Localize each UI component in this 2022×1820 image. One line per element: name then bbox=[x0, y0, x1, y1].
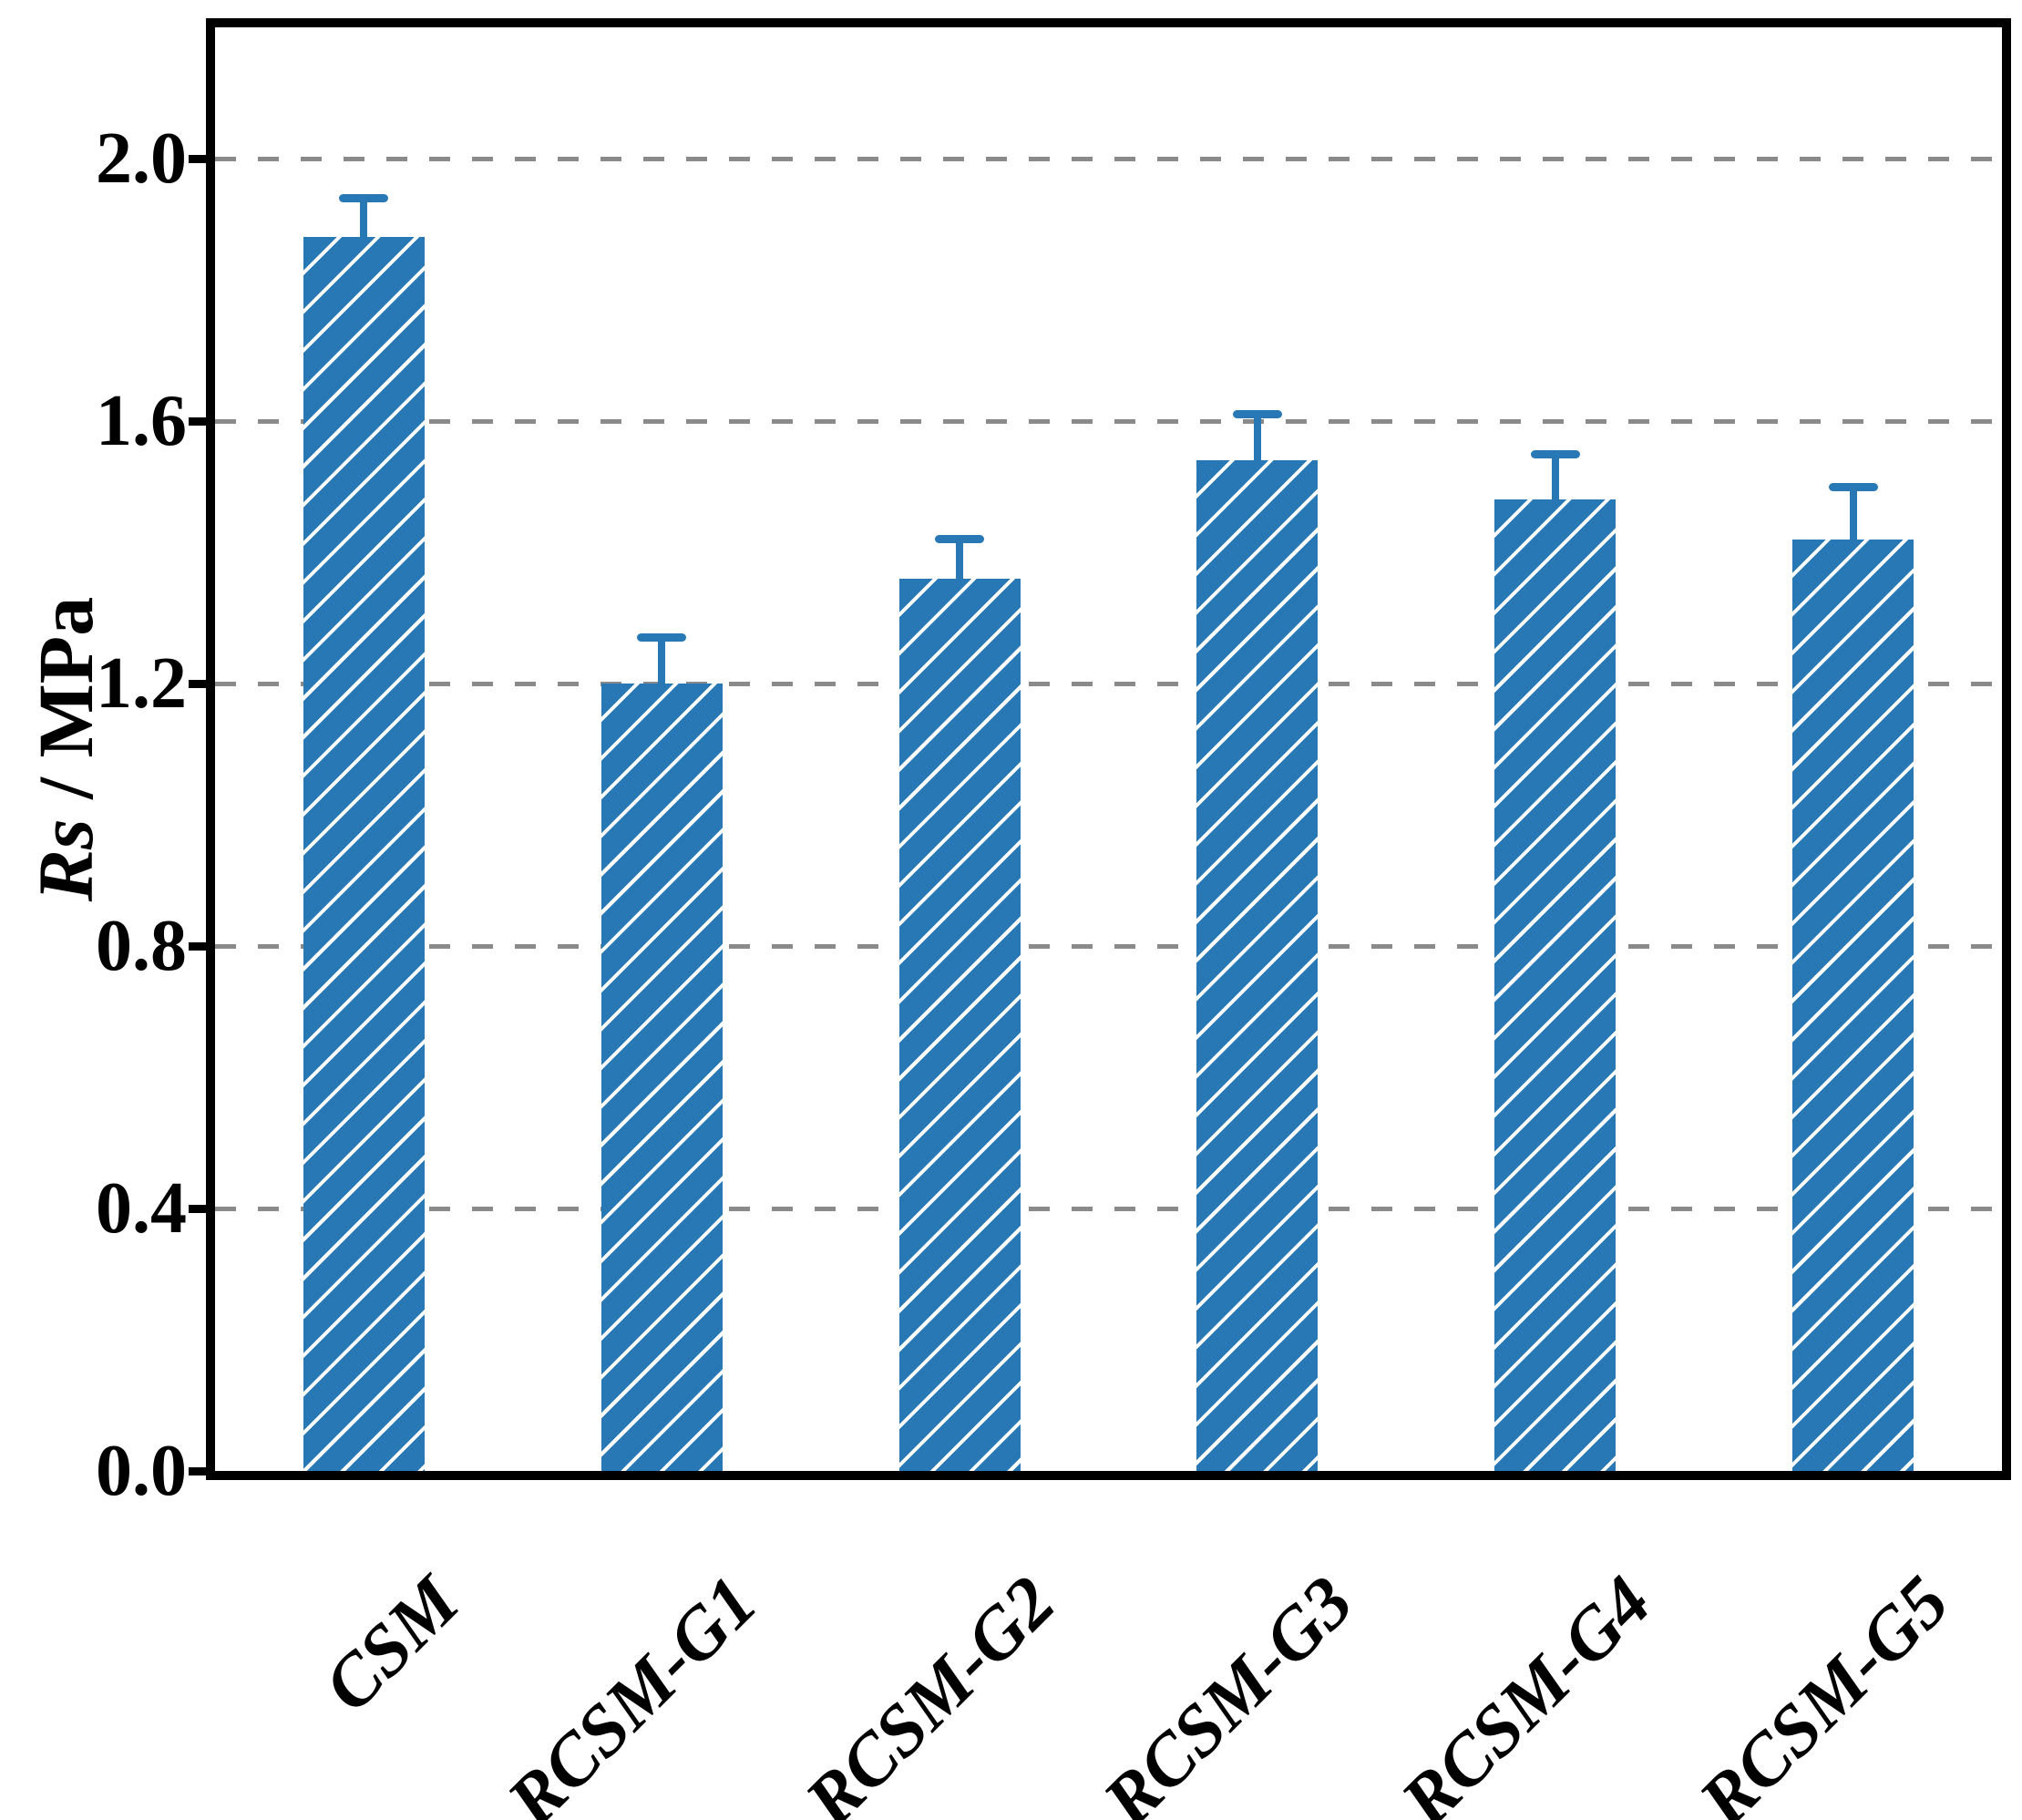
error-cap-RCSM-G5 bbox=[1828, 482, 1878, 491]
error-cap-RCSM-G1 bbox=[637, 633, 687, 643]
error-cap-RCSM-G3 bbox=[1232, 410, 1282, 419]
y-axis-tick-0.8 bbox=[189, 941, 215, 951]
error-cap-CSM bbox=[339, 193, 389, 202]
error-whisker-RCSM-G5 bbox=[1849, 487, 1857, 541]
bar-RCSM-G3 bbox=[1196, 460, 1319, 1471]
y-axis-tick-1.2 bbox=[189, 679, 215, 688]
y-axis-label-symbol: Rs bbox=[22, 818, 109, 902]
y-axis-tick-1.6 bbox=[189, 416, 215, 426]
error-whisker-RCSM-G4 bbox=[1551, 454, 1559, 502]
error-cap-RCSM-G2 bbox=[935, 535, 985, 544]
error-cap-RCSM-G4 bbox=[1530, 449, 1580, 458]
y-tick-label-1.2: 1.2 bbox=[96, 643, 187, 724]
y-tick-label-0.0: 0.0 bbox=[96, 1431, 187, 1511]
bar-RCSM-G2 bbox=[898, 578, 1021, 1471]
error-whisker-RCSM-G2 bbox=[956, 539, 964, 581]
gridline-y-0.4 bbox=[215, 1206, 2002, 1211]
y-tick-label-0.4: 0.4 bbox=[96, 1168, 187, 1249]
bar-CSM bbox=[303, 237, 425, 1471]
bar-RCSM-G5 bbox=[1792, 539, 1914, 1471]
y-axis-tick-0.4 bbox=[189, 1204, 215, 1213]
x-tick-label-CSM: CSM bbox=[309, 1561, 476, 1728]
error-whisker-CSM bbox=[360, 198, 368, 240]
error-whisker-RCSM-G1 bbox=[658, 637, 666, 685]
error-whisker-RCSM-G3 bbox=[1253, 414, 1261, 463]
gridline-y-1.6 bbox=[215, 418, 2002, 424]
gridline-y-0.8 bbox=[215, 943, 2002, 949]
gridline-y-1.2 bbox=[215, 681, 2002, 686]
y-tick-label-1.6: 1.6 bbox=[96, 381, 187, 461]
y-tick-label-2.0: 2.0 bbox=[96, 118, 187, 199]
y-axis-label: Rs / MPa bbox=[20, 385, 111, 1114]
gridline-y-2.0 bbox=[215, 156, 2002, 161]
bar-RCSM-G1 bbox=[600, 684, 723, 1471]
y-axis-tick-2.0 bbox=[189, 154, 215, 163]
plot-area bbox=[206, 18, 2011, 1480]
bar-RCSM-G4 bbox=[1494, 499, 1617, 1471]
y-axis-tick-0.0 bbox=[189, 1466, 215, 1476]
y-tick-label-0.8: 0.8 bbox=[96, 906, 187, 986]
